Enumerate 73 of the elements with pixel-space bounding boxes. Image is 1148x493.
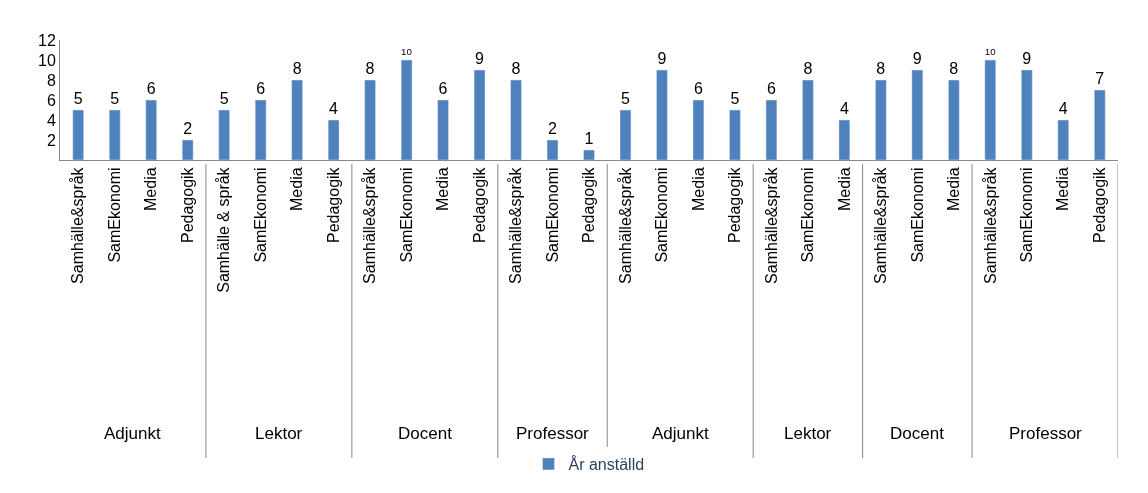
data-label: 6 (438, 80, 448, 97)
data-label: 8 (511, 60, 521, 77)
text: Professor (1009, 424, 1083, 443)
data-label: 9 (475, 50, 485, 67)
data-label: 9 (912, 50, 922, 67)
data-label: 5 (730, 90, 740, 107)
y-tick-label: 10 (38, 51, 56, 69)
x-tick-label: SamEkonomi (543, 167, 561, 263)
data-label: 5 (110, 90, 120, 107)
data-label: 9 (657, 50, 667, 67)
x-tick-label: Media (835, 167, 853, 211)
x-tick-label: Samhälle&språk (981, 166, 999, 284)
y-tick-label: 8 (46, 71, 56, 89)
data-label: 4 (1058, 100, 1068, 117)
data-label: 6 (766, 80, 776, 97)
x-tick-label: SamEkonomi (799, 167, 817, 263)
x-tick-label: Pedagogik (580, 166, 598, 244)
data-label: 10 (401, 46, 413, 58)
x-tick-label: SamEkonomi (251, 167, 269, 263)
x-tick-label: Pedagogik (726, 166, 744, 244)
x-tick-label: Media (1054, 167, 1072, 211)
text: Professor (516, 424, 590, 443)
data-label: 2 (548, 120, 558, 137)
data-label: 8 (365, 60, 375, 77)
data-label: 8 (292, 60, 302, 77)
data-label: 2 (183, 120, 193, 137)
x-tick-label: Samhälle&språk (872, 166, 890, 284)
data-label: 6 (146, 80, 156, 97)
text: Adjunkt (652, 424, 709, 443)
x-tick-label: SamEkonomi (397, 167, 415, 263)
data-label: 4 (839, 100, 849, 117)
data-label: 10 (984, 46, 997, 58)
x-tick-label: SamEkonomi (105, 167, 123, 263)
legend-label: År anställd (568, 455, 645, 474)
x-tick-label: Samhälle&språk (762, 166, 780, 284)
x-tick-label: Media (945, 167, 963, 211)
x-tick-label: Media (288, 167, 306, 211)
x-tick-label: Pedagogik (1090, 166, 1108, 244)
text: Docent (398, 424, 453, 443)
data-label: 4 (329, 100, 339, 117)
text: Lektor (784, 424, 832, 443)
data-label: 6 (256, 80, 266, 97)
x-tick-label: Media (142, 167, 160, 211)
data-label: 8 (803, 60, 813, 77)
y-tick-label: 4 (46, 111, 56, 129)
data-label: 6 (693, 80, 703, 97)
data-label: 8 (876, 60, 886, 77)
text: Docent (890, 424, 945, 443)
data-label: 9 (1022, 50, 1032, 67)
x-tick-label: Samhälle&språk (507, 166, 525, 284)
x-tick-label: SamEkonomi (908, 167, 926, 263)
x-tick-label: Media (689, 167, 707, 211)
x-tick-label: SamEkonomi (1017, 167, 1035, 263)
y-tick-label: 12 (38, 31, 56, 49)
y-tick-label: 6 (46, 91, 56, 109)
x-tick-label: Samhälle & språk (215, 166, 233, 293)
data-label: 1 (584, 130, 594, 147)
data-label: 5 (73, 90, 83, 107)
data-label: 7 (1095, 70, 1105, 87)
text: Adjunkt (104, 424, 161, 443)
data-label: 8 (949, 60, 959, 77)
x-tick-label: Samhälle&språk (361, 166, 379, 284)
data-label: 5 (219, 90, 229, 107)
text: Lektor (255, 424, 303, 443)
data-label: 5 (620, 90, 630, 107)
x-tick-label: Pedagogik (324, 166, 342, 244)
y-tick-label: 2 (46, 131, 56, 149)
x-tick-label: SamEkonomi (653, 167, 671, 263)
x-tick-label: Pedagogik (470, 166, 488, 244)
x-tick-label: Media (434, 167, 452, 211)
x-tick-label: Samhälle&språk (69, 166, 87, 284)
x-tick-label: Pedagogik (178, 166, 196, 244)
x-tick-label: Samhälle&språk (616, 166, 634, 284)
